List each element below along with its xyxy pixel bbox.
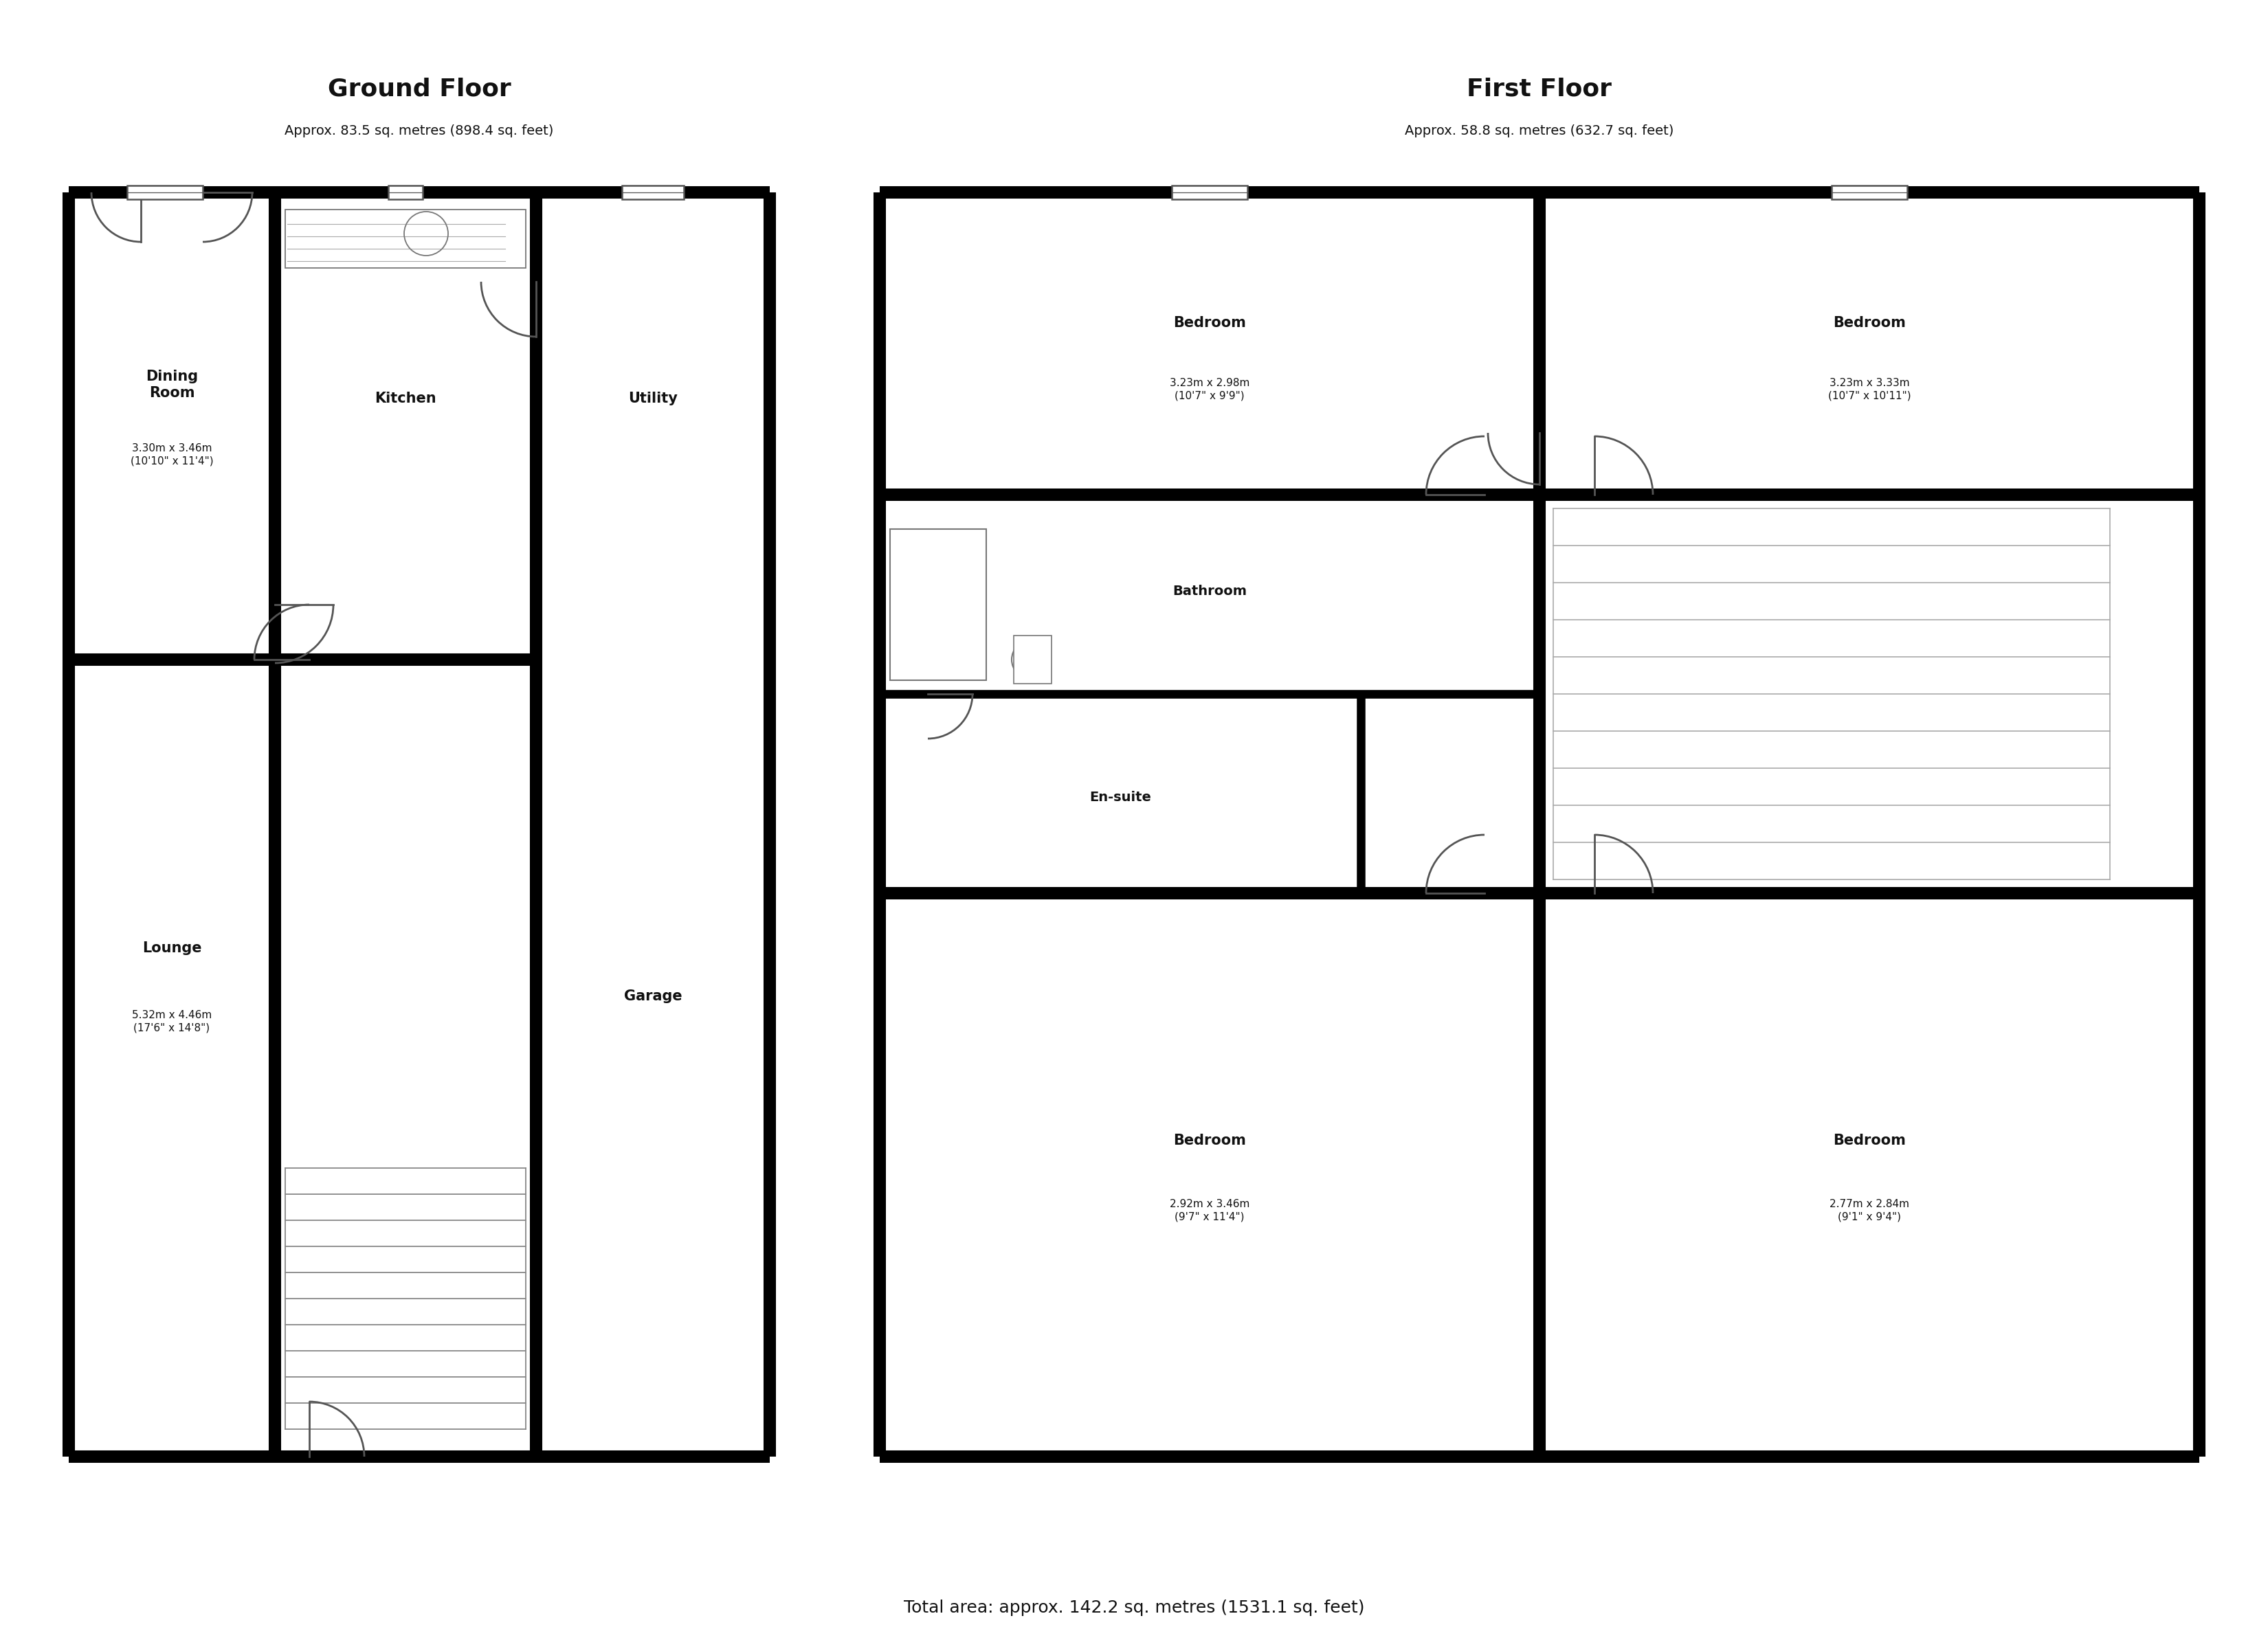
Text: Bedroom: Bedroom bbox=[1833, 317, 1905, 330]
Text: Bedroom: Bedroom bbox=[1833, 1135, 1905, 1148]
Text: Approx. 58.8 sq. metres (632.7 sq. feet): Approx. 58.8 sq. metres (632.7 sq. feet) bbox=[1404, 124, 1674, 137]
Bar bbox=[286, 209, 526, 269]
Text: 3.23m x 3.33m
(10'7" x 10'11"): 3.23m x 3.33m (10'7" x 10'11") bbox=[1828, 378, 1912, 401]
Bar bbox=[621, 185, 685, 200]
Text: Total area: approx. 142.2 sq. metres (1531.1 sq. feet): Total area: approx. 142.2 sq. metres (15… bbox=[903, 1600, 1365, 1616]
Text: Ground Floor: Ground Floor bbox=[327, 78, 510, 101]
Bar bbox=[388, 185, 422, 200]
Text: Kitchen: Kitchen bbox=[374, 391, 435, 406]
Bar bbox=[889, 529, 987, 679]
Text: First Floor: First Floor bbox=[1467, 78, 1613, 101]
Text: Approx. 83.5 sq. metres (898.4 sq. feet): Approx. 83.5 sq. metres (898.4 sq. feet) bbox=[286, 124, 553, 137]
Text: En-suite: En-suite bbox=[1089, 790, 1152, 803]
Text: Utility: Utility bbox=[628, 391, 678, 406]
Bar bbox=[1173, 185, 1247, 200]
Text: Dining
Room: Dining Room bbox=[145, 369, 197, 401]
Bar bbox=[1833, 185, 1907, 200]
Bar bbox=[1014, 635, 1052, 684]
Bar bbox=[127, 185, 202, 200]
Text: Garage: Garage bbox=[624, 989, 683, 1003]
Text: 2.92m x 3.46m
(9'7" x 11'4"): 2.92m x 3.46m (9'7" x 11'4") bbox=[1170, 1199, 1250, 1222]
Text: Bedroom: Bedroom bbox=[1173, 317, 1245, 330]
Text: 3.30m x 3.46m
(10'10" x 11'4"): 3.30m x 3.46m (10'10" x 11'4") bbox=[129, 444, 213, 467]
Text: Lounge: Lounge bbox=[143, 942, 202, 955]
Text: 2.77m x 2.84m
(9'1" x 9'4"): 2.77m x 2.84m (9'1" x 9'4") bbox=[1830, 1199, 1910, 1222]
Text: Bathroom: Bathroom bbox=[1173, 584, 1247, 597]
Text: 3.23m x 2.98m
(10'7" x 9'9"): 3.23m x 2.98m (10'7" x 9'9") bbox=[1170, 378, 1250, 401]
Text: 5.32m x 4.46m
(17'6" x 14'8"): 5.32m x 4.46m (17'6" x 14'8") bbox=[132, 1009, 211, 1032]
Text: Bedroom: Bedroom bbox=[1173, 1135, 1245, 1148]
